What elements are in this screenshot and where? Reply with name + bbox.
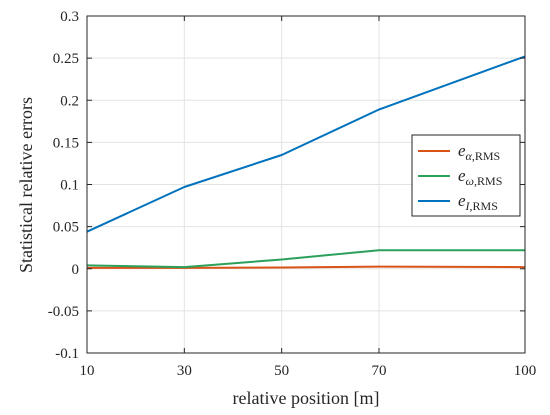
y-tick-label: 0.1 bbox=[60, 178, 79, 194]
y-tick-label: 0.15 bbox=[53, 135, 79, 151]
axis-ticks: 10 30 50 70 100 -0.1 -0.05 0 0.05 0.1 0.15 0.2 0.25 0… bbox=[48, 9, 537, 379]
y-tick-label: 0.25 bbox=[53, 51, 79, 67]
x-tick-label: 100 bbox=[514, 363, 537, 379]
y-tick-label: 0.2 bbox=[60, 93, 79, 109]
series-line-1 bbox=[87, 265, 526, 269]
x-tick-label: 50 bbox=[274, 363, 289, 379]
legend-label-1: eα,RMS bbox=[458, 141, 500, 163]
x-tick-label: 70 bbox=[372, 363, 387, 379]
legend-label-3: eI,RMS bbox=[458, 191, 498, 213]
x-axis-title: relative position [m] bbox=[233, 388, 380, 408]
y-tick-label: 0 bbox=[72, 262, 80, 278]
legend: eα,RMS eω,RMS eI,RMS bbox=[411, 134, 521, 217]
y-tick-label: 0.05 bbox=[53, 220, 79, 236]
series-lines bbox=[86, 55, 526, 269]
x-tick-label: 30 bbox=[177, 363, 192, 379]
y-tick-label: 0.3 bbox=[60, 9, 79, 25]
legend-label-2: eω,RMS bbox=[458, 166, 502, 188]
y-tick-label: -0.1 bbox=[55, 346, 79, 362]
series-line-3 bbox=[86, 55, 526, 233]
y-axis-title: Statistical relative errors bbox=[16, 97, 36, 273]
x-tick-label: 10 bbox=[80, 363, 95, 379]
series-line-2 bbox=[86, 249, 525, 269]
y-tick-label: -0.05 bbox=[48, 304, 79, 320]
